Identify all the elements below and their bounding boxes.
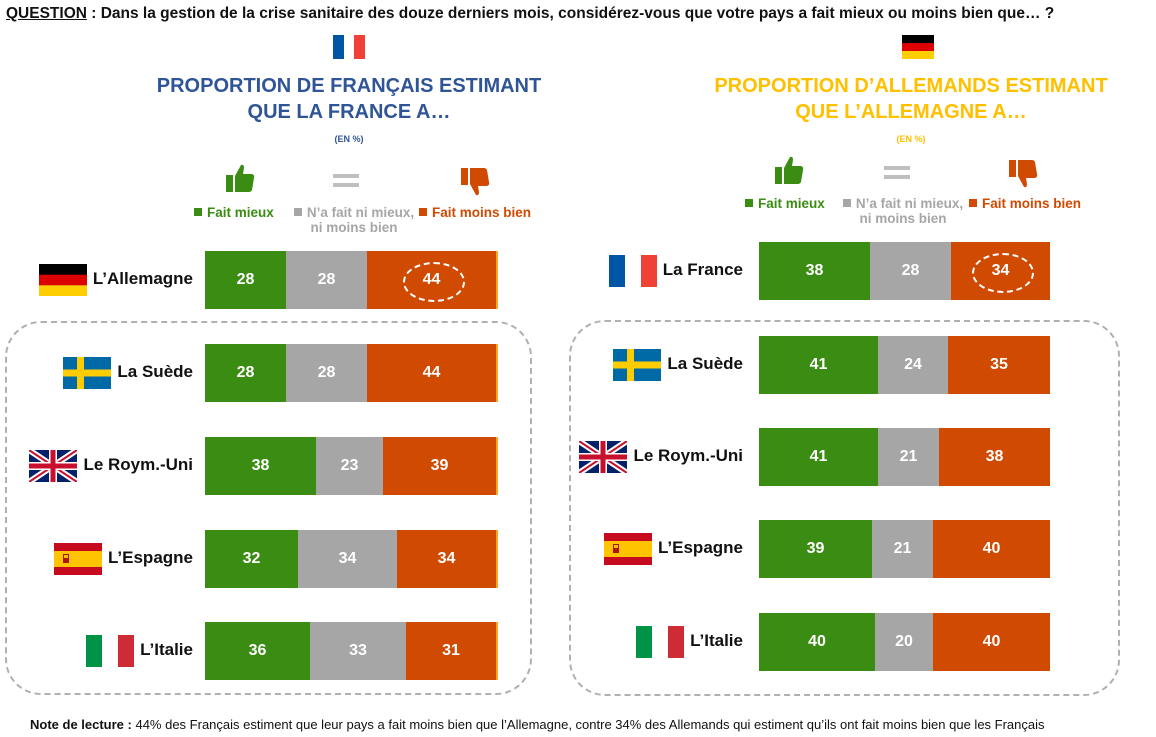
reading-note-text: 44% des Français estiment que leur pays … xyxy=(131,717,1045,732)
thumbs-up-icon xyxy=(775,156,804,184)
panel-title-line2: QUE LA FRANCE A… xyxy=(247,101,451,123)
italy-flag-icon xyxy=(636,626,685,658)
sweden-flag-icon xyxy=(63,357,112,389)
thumbs-down-icon xyxy=(1009,160,1038,188)
legend-same-label-1: N’a fait ni mieux, xyxy=(855,196,964,211)
question-text: : Dans la gestion de la crise sanitaire … xyxy=(86,5,1055,22)
category-label: La Suède xyxy=(667,354,743,373)
bar-segment-better: 41 xyxy=(759,336,878,394)
legend-same-label-1: N’a fait ni mieux, xyxy=(306,205,415,220)
bar-segment-better: 28 xyxy=(205,344,286,402)
bar-segment-same: 28 xyxy=(870,242,951,300)
category-label: L’Allemagne xyxy=(92,269,193,288)
legend-worse: Fait moins bien xyxy=(969,196,1081,211)
uk-flag-icon xyxy=(29,450,78,482)
category-label: La Suède xyxy=(117,362,193,381)
france-flag-icon xyxy=(608,255,657,287)
spain-flag-icon xyxy=(603,533,652,565)
legend-better-label: Fait mieux xyxy=(207,205,274,220)
highlight-ellipse xyxy=(971,253,1034,293)
bar-segment-worse: 44 xyxy=(367,344,496,402)
bar-segment-worse: 38 xyxy=(939,428,1050,486)
legend-same-label-2: ni moins bien xyxy=(859,211,947,226)
bar-end-marker xyxy=(496,530,498,588)
bar-segment-same: 28 xyxy=(286,251,367,309)
category-label: Le Roym.-Uni xyxy=(83,455,193,474)
bar-segment-same: 24 xyxy=(878,336,948,394)
bar-end-marker xyxy=(496,437,498,495)
germany-flag-icon xyxy=(38,264,87,296)
bar-segment-worse: 31 xyxy=(406,622,496,680)
reading-note-label: Note de lecture : xyxy=(30,717,132,732)
legend-worse-label: Fait moins bien xyxy=(982,196,1082,211)
bar-end-marker xyxy=(496,251,498,309)
bar-segment-better: 40 xyxy=(759,613,875,671)
legend-better: Fait mieux xyxy=(745,196,825,211)
france-flag-icon xyxy=(333,35,366,59)
bar-segment-better: 41 xyxy=(759,428,878,486)
category-label: L’Italie xyxy=(690,631,743,650)
equals-icon xyxy=(333,174,359,187)
category-label: Le Roym.-Uni xyxy=(633,446,743,465)
reading-note: Note de lecture : 44% des Français estim… xyxy=(30,717,1045,732)
legend-better-label: Fait mieux xyxy=(758,196,825,211)
legend-worse-label: Fait moins bien xyxy=(432,205,532,220)
category-label: La France xyxy=(662,260,743,279)
bar-segment-same: 21 xyxy=(878,428,939,486)
legend-same-label-2: ni moins bien xyxy=(310,220,398,235)
bar-segment-worse: 35 xyxy=(948,336,1050,394)
bar-segment-worse: 39 xyxy=(383,437,496,495)
germany-flag-icon xyxy=(902,35,934,59)
category-label: L’Italie xyxy=(140,640,193,659)
panel-title-france: PROPORTION DE FRANÇAIS ESTIMANT QUE LA F… xyxy=(139,73,559,125)
thumbs-down-icon xyxy=(461,168,490,196)
panel-title-line2: QUE L’ALLEMAGNE A… xyxy=(795,101,1027,123)
sweden-flag-icon xyxy=(613,349,662,381)
uk-flag-icon xyxy=(579,441,628,473)
bar-segment-better: 28 xyxy=(205,251,286,309)
bar-segment-same: 34 xyxy=(298,530,397,588)
panel-title-germany: PROPORTION D’ALLEMANDS ESTIMANT QUE L’AL… xyxy=(701,73,1121,125)
equals-icon xyxy=(884,166,910,179)
bar-segment-better: 36 xyxy=(205,622,310,680)
bar-segment-better: 32 xyxy=(205,530,298,588)
bar-segment-same: 21 xyxy=(872,520,933,578)
spain-flag-icon xyxy=(53,543,102,575)
italy-flag-icon xyxy=(86,635,135,667)
bar-segment-worse: 40 xyxy=(933,520,1050,578)
bar-segment-worse: 34 xyxy=(397,530,496,588)
bar-segment-better: 38 xyxy=(205,437,316,495)
highlight-ellipse xyxy=(402,262,465,302)
bar-segment-same: 23 xyxy=(316,437,383,495)
bar-segment-better: 38 xyxy=(759,242,870,300)
bar-segment-better: 39 xyxy=(759,520,872,578)
bar-segment-worse: 40 xyxy=(933,613,1050,671)
comparison-group-box-left xyxy=(5,321,532,695)
legend-better: Fait mieux xyxy=(194,205,274,220)
bar-segment-same: 28 xyxy=(286,344,367,402)
category-label: L’Espagne xyxy=(657,538,743,557)
panel-unit-france: (EN %) xyxy=(334,134,364,144)
category-label: L’Espagne xyxy=(107,548,193,567)
bar-segment-same: 20 xyxy=(875,613,933,671)
panel-unit-germany: (EN %) xyxy=(896,134,926,144)
question-line: QUESTION : Dans la gestion de la crise s… xyxy=(6,5,1054,23)
question-label: QUESTION xyxy=(6,5,87,22)
bar-end-marker xyxy=(496,622,498,680)
legend-worse: Fait moins bien xyxy=(419,205,531,220)
panel-title-line1: PROPORTION D’ALLEMANDS ESTIMANT xyxy=(714,75,1108,97)
thumbs-up-icon xyxy=(226,164,255,192)
legend-same: N’a fait ni mieux, ni moins bien xyxy=(288,205,420,235)
bar-segment-same: 33 xyxy=(310,622,406,680)
bar-end-marker xyxy=(496,344,498,402)
legend-same: N’a fait ni mieux, ni moins bien xyxy=(837,196,969,226)
panel-title-line1: PROPORTION DE FRANÇAIS ESTIMANT xyxy=(156,75,542,97)
comparison-group-box-right xyxy=(569,320,1120,696)
